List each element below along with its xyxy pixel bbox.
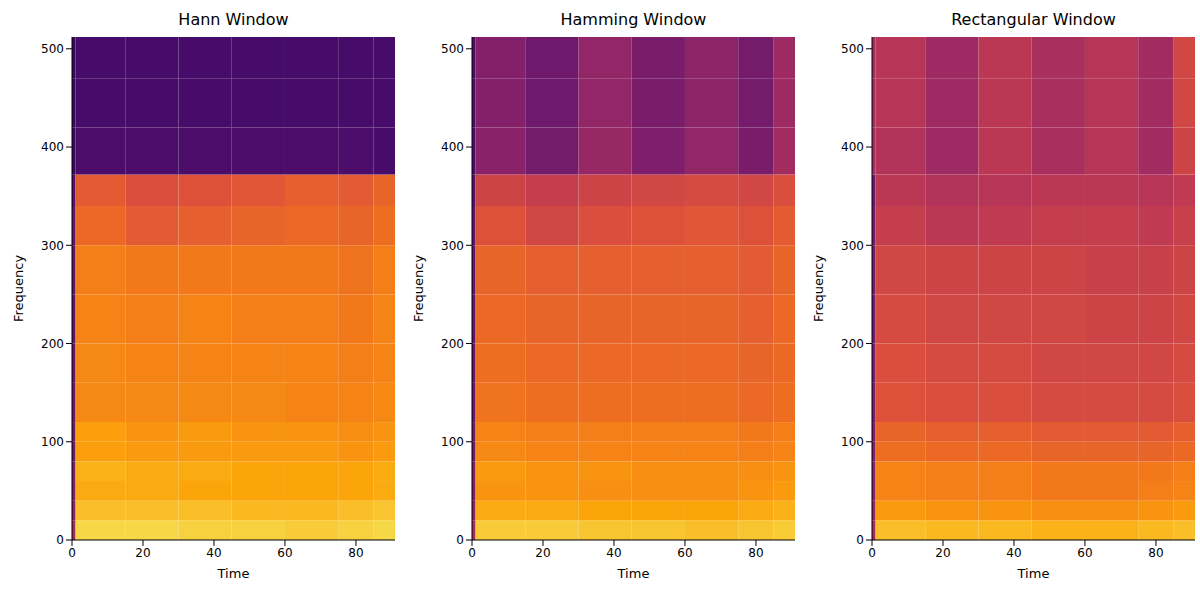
svg-text:Time: Time: [217, 566, 250, 581]
svg-text:60: 60: [277, 546, 292, 560]
html-text:Rectangular Window: Rectangular Window: [951, 10, 1116, 29]
html-text:Hann Window: Hann Window: [178, 10, 289, 29]
svg-text:20: 20: [935, 546, 950, 560]
svg-text:40: 40: [606, 546, 621, 560]
svg-text:400: 400: [441, 140, 464, 154]
svg-text:300: 300: [841, 239, 864, 253]
svg-text:400: 400: [841, 140, 864, 154]
svg-text:500: 500: [841, 42, 864, 56]
svg-text:200: 200: [41, 337, 64, 351]
svg-text:Time: Time: [1017, 566, 1050, 581]
svg-text:500: 500: [41, 42, 64, 56]
svg-text:0: 0: [868, 546, 876, 560]
svg-text:500: 500: [441, 42, 464, 56]
svg-text:100: 100: [841, 435, 864, 449]
svg-text:Time: Time: [617, 566, 650, 581]
svg-text:20: 20: [535, 546, 550, 560]
html-text:Hamming Window: Hamming Window: [560, 10, 707, 29]
svg-text:Frequency: Frequency: [411, 255, 426, 322]
svg-text:100: 100: [41, 435, 64, 449]
svg-text:0: 0: [56, 533, 64, 547]
svg-text:0: 0: [68, 546, 76, 560]
svg-text:Frequency: Frequency: [811, 255, 826, 322]
svg-text:80: 80: [348, 546, 363, 560]
svg-text:40: 40: [206, 546, 221, 560]
svg-text:100: 100: [441, 435, 464, 449]
svg-text:0: 0: [456, 533, 464, 547]
svg-text:80: 80: [748, 546, 763, 560]
svg-text:20: 20: [135, 546, 150, 560]
svg-text:400: 400: [41, 140, 64, 154]
svg-text:300: 300: [441, 239, 464, 253]
svg-text:200: 200: [841, 337, 864, 351]
svg-text:0: 0: [468, 546, 476, 560]
svg-text:300: 300: [41, 239, 64, 253]
svg-text:200: 200: [441, 337, 464, 351]
svg-text:Frequency: Frequency: [11, 255, 26, 322]
svg-text:60: 60: [677, 546, 692, 560]
svg-text:80: 80: [1148, 546, 1163, 560]
svg-text:40: 40: [1006, 546, 1021, 560]
svg-text:60: 60: [1077, 546, 1092, 560]
svg-text:0: 0: [856, 533, 864, 547]
